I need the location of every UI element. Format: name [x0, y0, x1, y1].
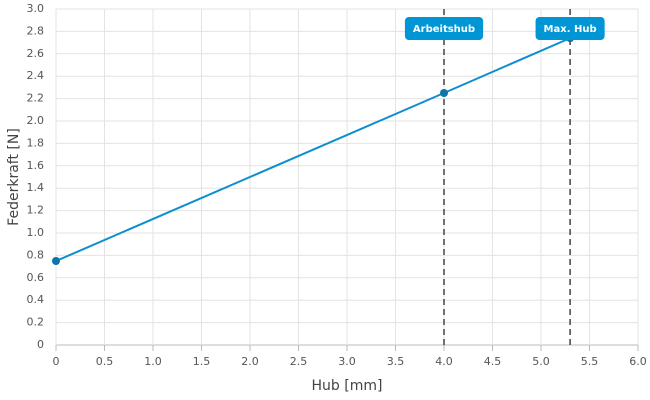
x-tick-label: 6.0: [629, 355, 647, 368]
annotation-box: [535, 17, 605, 40]
y-tick-label: 3.0: [27, 2, 45, 15]
x-tick-label: 5.0: [532, 355, 550, 368]
y-axis-title: Federkraft [N]: [6, 128, 22, 226]
annotation-label: Arbeitshub: [404, 17, 484, 40]
y-tick-label: 1.0: [27, 226, 45, 239]
point: [52, 257, 60, 265]
annotation-text: Arbeitshub: [413, 24, 475, 35]
grid: [55, 8, 639, 346]
x-axis-title: Hub [mm]: [312, 378, 383, 394]
annotation-text: Max. Hub: [544, 24, 597, 35]
y-tick-label: 1.4: [27, 181, 45, 194]
y-tick-label: 0.4: [27, 293, 45, 306]
y-tick-label: 2.6: [27, 47, 45, 60]
x-tick-label: 1.0: [144, 355, 162, 368]
x-tick-label: 5.5: [581, 355, 599, 368]
x-tick-label: 4.5: [484, 355, 502, 368]
x-tick-label: 3.0: [338, 355, 356, 368]
y-tick-label: 1.8: [27, 136, 45, 149]
point: [440, 89, 448, 97]
x-tick-label: 3.5: [387, 355, 405, 368]
y-tick-label: 0.8: [27, 248, 45, 261]
y-tick-label: 2.4: [27, 69, 45, 82]
x-tick-label: 2.0: [241, 355, 259, 368]
x-tick-label: 1.5: [193, 355, 211, 368]
x-tick-label: 2.5: [290, 355, 308, 368]
x-tick-label: 4.0: [435, 355, 453, 368]
y-tick-label: 0.2: [27, 316, 45, 329]
y-tick-label: 2.2: [27, 92, 45, 105]
y-tick-label: 1.2: [27, 204, 45, 217]
x-tick-label: 0.5: [96, 355, 114, 368]
y-tick-label: 1.6: [27, 159, 45, 172]
annotation-label: Max. Hub: [535, 17, 605, 40]
annotation-box: [404, 17, 484, 40]
y-tick-label: 2.8: [27, 24, 45, 37]
y-tick-label: 0.6: [27, 271, 45, 284]
y-tick-label: 2.0: [27, 114, 45, 127]
y-tick-label: 0: [37, 338, 44, 351]
x-tick-label: 0: [53, 355, 60, 368]
